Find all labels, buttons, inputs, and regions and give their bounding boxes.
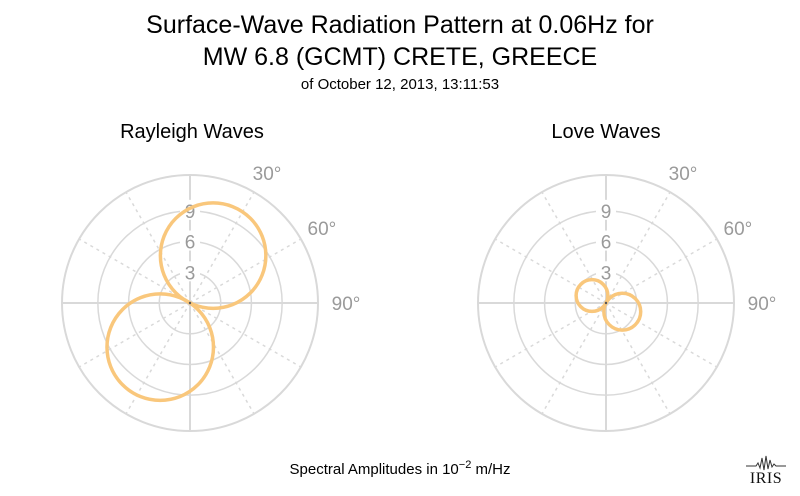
angular-grid-line bbox=[605, 302, 718, 368]
angle-tick-label: 60° bbox=[308, 219, 337, 240]
caption-exponent: −2 bbox=[458, 459, 472, 471]
angle-tick-label: 30° bbox=[253, 164, 282, 185]
panel-title: Rayleigh Waves bbox=[120, 121, 264, 143]
chart-title-line-2: MW 6.8 (GCMT) CRETE, GREECE bbox=[202, 43, 598, 71]
panel-title: Love Waves bbox=[551, 121, 660, 143]
angular-grid-line bbox=[541, 302, 607, 415]
radial-tick-label: 3 bbox=[185, 263, 196, 284]
seismogram-icon bbox=[746, 455, 786, 471]
radiation-lobe bbox=[602, 291, 643, 332]
iris-logo: IRIS bbox=[742, 454, 790, 488]
origin-point bbox=[604, 301, 608, 305]
angular-grid-line bbox=[541, 191, 607, 304]
angular-grid-line bbox=[78, 238, 191, 304]
radiation-lobe bbox=[105, 292, 216, 403]
radial-tick-label: 9 bbox=[185, 202, 196, 223]
angle-tick-label: 90° bbox=[332, 294, 361, 315]
iris-logo-text: IRIS bbox=[749, 470, 783, 487]
caption-prefix: Spectral Amplitudes in bbox=[289, 461, 443, 478]
caption-base: 10 bbox=[442, 461, 459, 478]
origin-point bbox=[188, 301, 192, 305]
amplitude-units-caption: Spectral Amplitudes in 10−2 m/Hz bbox=[0, 455, 800, 480]
chart-title-line-1: Surface-Wave Radiation Pattern at 0.06Hz… bbox=[146, 11, 654, 39]
radial-tick-label: 9 bbox=[601, 202, 612, 223]
radial-label-backdrop bbox=[180, 230, 200, 251]
radial-label-backdrop bbox=[596, 230, 616, 251]
chart-subtitle: of October 12, 2013, 13:11:53 bbox=[300, 76, 500, 93]
polar-panel-1: Rayleigh Waves 30° 60° 90° 3 6 9 bbox=[61, 121, 361, 432]
radial-label-backdrop bbox=[596, 199, 616, 220]
radiation-lobe bbox=[158, 201, 268, 311]
angular-grid-line bbox=[189, 302, 302, 368]
radial-tick-label: 3 bbox=[601, 263, 612, 284]
angular-grid-line bbox=[189, 302, 255, 415]
radial-tick-label: 6 bbox=[185, 233, 196, 254]
radial-label-backdrop bbox=[180, 261, 200, 282]
angle-tick-label: 90° bbox=[748, 294, 777, 315]
caption-unit: m/Hz bbox=[471, 461, 511, 478]
polar-panel-2: Love Waves 30° 60° 90° 3 6 9 bbox=[477, 121, 777, 432]
angular-grid-line bbox=[125, 191, 191, 304]
angle-tick-label: 30° bbox=[669, 164, 698, 185]
angle-tick-label: 60° bbox=[724, 219, 753, 240]
angular-grid-line bbox=[78, 302, 191, 368]
angular-grid-line bbox=[605, 191, 671, 304]
radial-label-backdrop bbox=[596, 261, 616, 282]
radial-tick-label: 6 bbox=[601, 233, 612, 254]
angular-grid-line bbox=[605, 302, 671, 415]
angular-grid-line bbox=[189, 238, 302, 304]
radiation-lobe bbox=[574, 277, 610, 314]
angular-grid-line bbox=[494, 238, 607, 304]
angular-grid-line bbox=[494, 302, 607, 368]
